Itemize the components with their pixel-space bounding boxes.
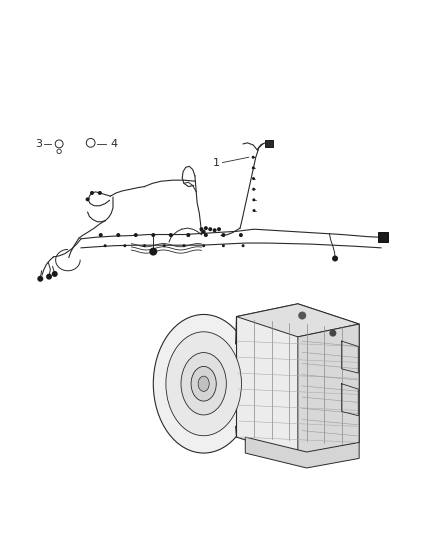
Circle shape [298, 311, 306, 320]
Bar [265, 140, 273, 147]
Circle shape [124, 244, 126, 247]
Circle shape [99, 233, 103, 237]
Circle shape [104, 244, 106, 247]
Circle shape [37, 276, 43, 282]
Ellipse shape [166, 332, 241, 436]
Polygon shape [237, 304, 359, 337]
Polygon shape [245, 437, 359, 468]
Circle shape [332, 255, 338, 262]
Text: 4: 4 [110, 139, 117, 149]
Ellipse shape [198, 376, 209, 391]
Text: 3: 3 [35, 139, 42, 149]
Circle shape [202, 244, 205, 247]
Circle shape [252, 198, 255, 201]
Circle shape [90, 191, 94, 195]
Polygon shape [298, 324, 359, 457]
Circle shape [116, 233, 120, 237]
Circle shape [151, 233, 155, 237]
Circle shape [134, 233, 138, 237]
Circle shape [217, 227, 221, 231]
Circle shape [242, 244, 244, 247]
Circle shape [252, 156, 254, 159]
Circle shape [329, 329, 336, 337]
Circle shape [204, 233, 208, 237]
Circle shape [163, 244, 166, 247]
Circle shape [239, 233, 243, 237]
Circle shape [143, 244, 146, 247]
Circle shape [252, 177, 255, 180]
Circle shape [85, 197, 90, 201]
Circle shape [253, 209, 255, 212]
Circle shape [221, 233, 226, 237]
Circle shape [201, 230, 206, 234]
Circle shape [212, 228, 217, 232]
Circle shape [183, 244, 185, 247]
Bar [378, 232, 388, 242]
Circle shape [204, 226, 208, 230]
Circle shape [186, 233, 191, 237]
Circle shape [208, 227, 212, 231]
Text: 1: 1 [213, 158, 220, 167]
Circle shape [46, 273, 52, 280]
Circle shape [149, 247, 157, 256]
Circle shape [222, 244, 225, 247]
Circle shape [169, 233, 173, 237]
Circle shape [252, 166, 255, 169]
Ellipse shape [191, 367, 216, 401]
Circle shape [199, 227, 204, 231]
Polygon shape [237, 304, 359, 457]
Ellipse shape [153, 314, 254, 453]
Ellipse shape [181, 353, 226, 415]
Circle shape [252, 188, 255, 191]
Circle shape [98, 191, 102, 195]
Circle shape [52, 271, 58, 277]
